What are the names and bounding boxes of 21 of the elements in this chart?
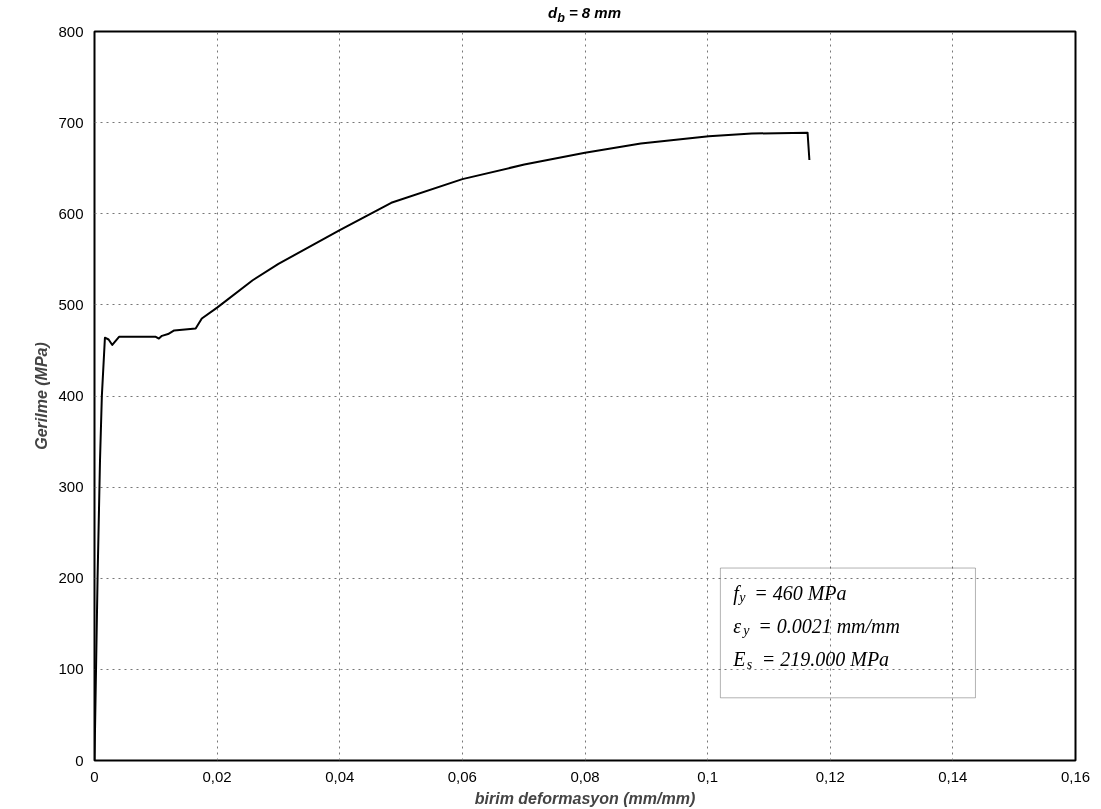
x-tick-label: 0,02 <box>202 767 232 785</box>
x-tick-label: 0,04 <box>325 767 355 785</box>
y-tick-label: 600 <box>58 204 84 222</box>
x-tick-label: 0,06 <box>447 767 477 785</box>
chart-title: d$_{b}$ = 8 mm <box>547 3 622 27</box>
x-tick-label: 0,1 <box>697 767 719 785</box>
y-tick-label: 800 <box>58 22 84 40</box>
x-tick-label: 0,12 <box>815 767 845 785</box>
x-axis-title: birim deformasyon (mm/mm) <box>474 789 696 807</box>
y-tick-label: 500 <box>58 295 84 313</box>
x-tick-label: 0,16 <box>1060 767 1091 785</box>
y-axis-title: Gerilme (MPa) <box>33 342 51 450</box>
y-tick-label: 100 <box>58 660 84 678</box>
x-tick-label: 0,14 <box>938 767 968 785</box>
y-tick-label: 200 <box>58 569 84 587</box>
y-tick-label: 400 <box>58 387 84 404</box>
x-tick-label: 0,08 <box>570 767 600 785</box>
x-tick-label: 0 <box>90 767 99 785</box>
y-tick-label: 300 <box>58 478 84 496</box>
y-tick-label: 0 <box>75 751 84 769</box>
y-tick-label: 700 <box>58 113 84 131</box>
